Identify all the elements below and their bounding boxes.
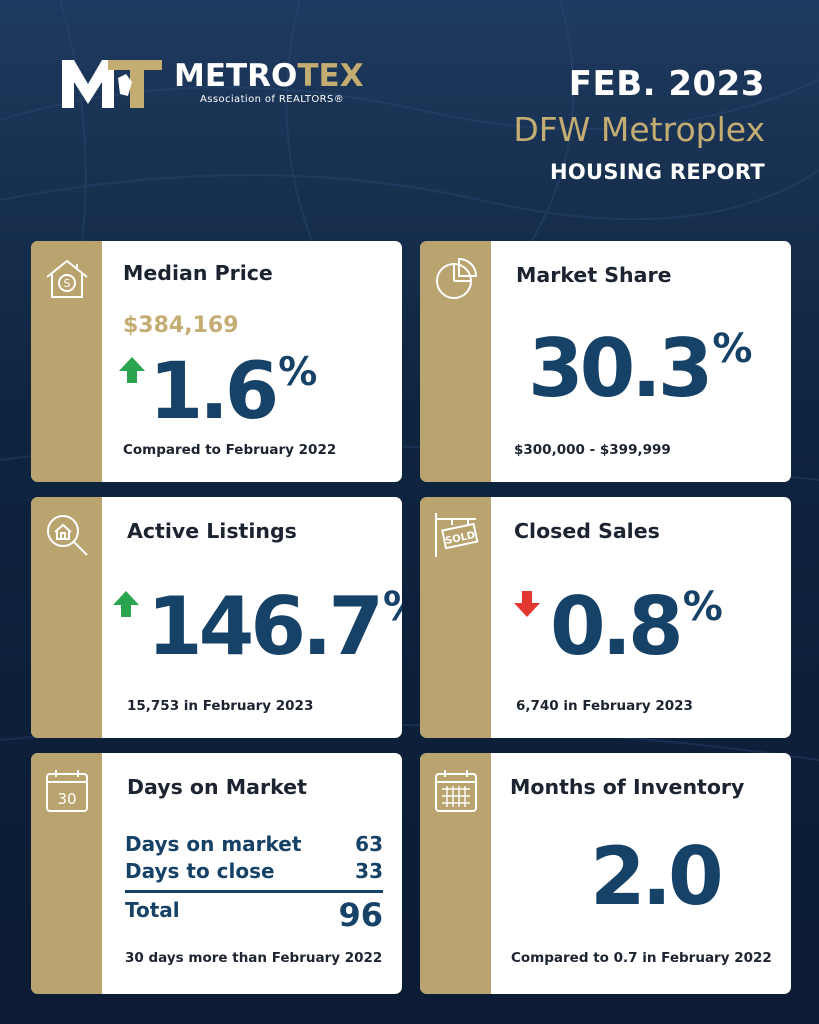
card-title: Active Listings: [127, 519, 297, 543]
card-rail: [31, 241, 102, 482]
logo-subtitle: Association of REALTORS®: [200, 94, 345, 105]
logo-wordmark-tex: TEX: [297, 58, 364, 94]
months-of-inventory-value: 2.0: [590, 830, 724, 923]
days-to-close-row: Days to close 33: [125, 859, 383, 883]
card-rail: [420, 497, 491, 738]
median-price-value: $384,169: [123, 313, 239, 338]
card-title: Days on Market: [127, 775, 307, 799]
svg-text:S: S: [64, 277, 71, 290]
active-listings-change: 146.7%: [147, 580, 402, 673]
logo-wordmark-metro: METRO: [174, 58, 298, 94]
report-date: FEB. 2023: [568, 64, 765, 104]
closed-sales-change: 0.8%: [550, 580, 723, 673]
card-footnote: 30 days more than February 2022: [125, 950, 383, 966]
card-footnote: Compared to February 2022: [123, 442, 337, 458]
card-rail: [31, 497, 102, 738]
closed-sales-card: SOLD Closed Sales 0.8% 6,740 in February…: [420, 497, 791, 738]
active-listings-card: Active Listings 146.7% 15,753 in Februar…: [31, 497, 402, 738]
card-title: Market Share: [516, 263, 672, 287]
svg-text:30: 30: [57, 790, 76, 808]
market-share-value: 30.3%: [528, 322, 753, 415]
card-footnote: $300,000 - $399,999: [514, 442, 671, 458]
days-on-market-card: 30 Days on Market Days on market 63 Days …: [31, 753, 402, 994]
calendar-30-icon: 30: [46, 770, 88, 812]
median-price-change: 1.6%: [149, 347, 318, 438]
pie-chart-icon: [436, 257, 478, 299]
total-row: Total 96: [125, 896, 383, 934]
arrow-up-icon: [119, 357, 145, 383]
market-share-card: Market Share 30.3% $300,000 - $399,999: [420, 241, 791, 482]
card-title: Months of Inventory: [510, 775, 745, 799]
card-title: Median Price: [123, 261, 273, 285]
sold-sign-icon: SOLD: [435, 513, 479, 557]
report-title: HOUSING REPORT: [549, 160, 765, 184]
metrotex-logo: METROTEX Association of REALTORS®: [62, 56, 392, 112]
total-divider: [125, 890, 383, 893]
house-search-icon: [47, 515, 88, 556]
metrotex-mark-icon: [62, 60, 162, 108]
card-footnote: 15,753 in February 2023: [127, 698, 314, 714]
card-footnote: 6,740 in February 2023: [516, 698, 693, 714]
house-dollar-icon: S: [46, 259, 88, 298]
card-title: Closed Sales: [514, 519, 660, 543]
card-footnote: Compared to 0.7 in February 2022: [511, 950, 772, 966]
card-rail: [31, 753, 102, 994]
arrow-up-icon: [113, 591, 139, 617]
report-region: DFW Metroplex: [513, 110, 765, 149]
median-price-card: S Median Price $384,169 1.6% Compared to…: [31, 241, 402, 482]
arrow-down-icon: [514, 591, 540, 617]
months-of-inventory-card: Months of Inventory 2.0 Compared to 0.7 …: [420, 753, 791, 994]
calendar-grid-icon: [435, 770, 477, 812]
card-rail: [420, 753, 491, 994]
days-on-market-row: Days on market 63: [125, 832, 383, 856]
